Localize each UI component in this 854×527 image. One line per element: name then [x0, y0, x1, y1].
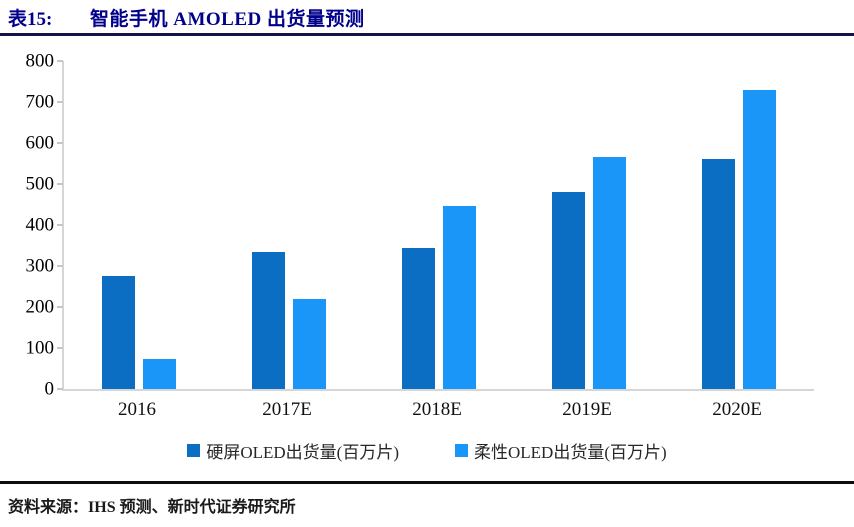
y-axis-tick-label: 0: [44, 378, 55, 400]
y-axis-tick-mark: [57, 265, 63, 267]
x-axis-label-2018E: 2018E: [412, 399, 462, 420]
bar-group-2016: [64, 61, 214, 389]
y-axis-tick-mark: [57, 101, 63, 103]
y-axis-tick-label: 600: [25, 132, 55, 154]
y-axis-tick-label: 400: [25, 214, 55, 236]
title-divider: [0, 33, 854, 36]
bar-series1-2017E: [252, 251, 285, 389]
legend-label: 硬屏OLED出货量(百万片): [206, 443, 399, 462]
source-footer: 资料来源：IHS 预测、新时代证券研究所: [0, 481, 854, 517]
y-axis-tick-mark: [57, 60, 63, 62]
x-axis-labels: 2016 2017E 2018E 2019E 2020E: [62, 399, 812, 421]
bar-series2-2017E: [293, 298, 326, 389]
y-axis-tick-mark: [57, 347, 63, 349]
legend-label: 柔性OLED出货量(百万片): [474, 443, 667, 462]
source-text: IHS 预测、新时代证券研究所: [88, 499, 296, 516]
x-axis-label-2020E: 2020E: [712, 399, 762, 420]
legend-swatch-icon: [455, 444, 468, 457]
table-number-label: 表15:: [8, 9, 53, 30]
source-label: 资料来源：: [8, 499, 89, 516]
y-axis-tick-mark: [57, 306, 63, 308]
y-axis-tick-mark: [57, 224, 63, 226]
x-axis-label-2017E: 2017E: [262, 399, 312, 420]
legend-swatch-icon: [187, 444, 201, 457]
x-axis-label-2016: 2016: [118, 399, 156, 420]
bar-series2-2020E: [743, 89, 776, 389]
bar-group-2019E: [514, 61, 664, 389]
bar-series1-2018E: [402, 247, 435, 389]
bar-chart: 0 100 200 300 400 500 600 700 800 2016 2017E 2018E…: [0, 36, 854, 481]
bar-group-2020E: [664, 61, 814, 389]
bar-series1-2020E: [702, 159, 735, 389]
y-axis-tick-mark: [57, 183, 63, 185]
chart-header: 表15: 智能手机 AMOLED 出货量预测: [8, 4, 846, 31]
y-axis-tick-mark: [57, 388, 63, 390]
bar-groups: [64, 61, 814, 389]
legend-item-series1: 硬屏OLED出货量(百万片): [187, 438, 399, 463]
legend-item-series2: 柔性OLED出货量(百万片): [455, 438, 667, 463]
chart-title: 智能手机 AMOLED 出货量预测: [90, 9, 365, 30]
y-axis-tick-mark: [57, 142, 63, 144]
bar-series2-2018E: [443, 205, 476, 389]
bar-group-2017E: [214, 61, 364, 389]
x-axis-label-2019E: 2019E: [562, 399, 612, 420]
bar-series1-2016: [102, 276, 135, 389]
bar-series2-2016: [143, 359, 176, 389]
y-axis-tick-label: 700: [25, 91, 55, 113]
bar-series2-2019E: [593, 157, 626, 389]
bar-series1-2019E: [552, 192, 585, 389]
y-axis-tick-label: 500: [25, 173, 55, 195]
y-axis-tick-label: 800: [25, 50, 55, 72]
y-axis-tick-label: 300: [25, 255, 55, 277]
plot-area: 0 100 200 300 400 500 600 700 800: [26, 52, 814, 399]
y-axis-tick-label: 200: [25, 296, 55, 318]
chart-legend: 硬屏OLED出货量(百万片) 柔性OLED出货量(百万片): [0, 438, 854, 463]
bar-group-2018E: [364, 61, 514, 389]
y-axis-tick-label: 100: [25, 337, 55, 359]
